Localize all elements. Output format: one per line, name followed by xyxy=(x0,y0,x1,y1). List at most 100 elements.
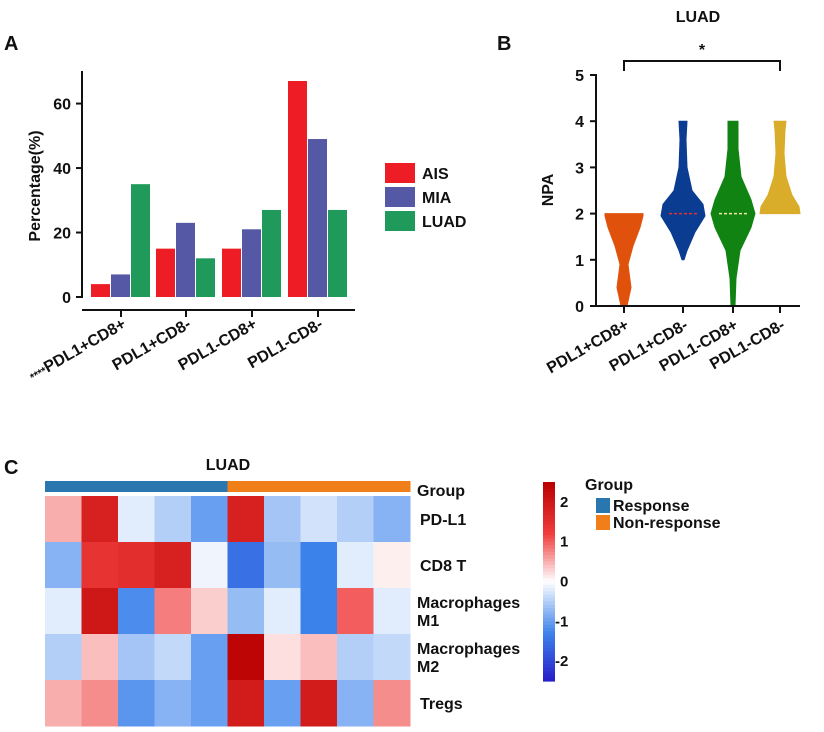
heatmap-cell-1-6 xyxy=(264,542,301,589)
heatmap-cell-1-7 xyxy=(300,542,338,589)
heatmap-cell-1-5 xyxy=(227,542,265,589)
colorbar-segment-2 xyxy=(543,488,555,493)
heatmap-row-label-2-a: Macrophages xyxy=(417,595,520,612)
violin-plot-y-axis-title: NPA xyxy=(540,173,557,206)
colorbar-segment-37 xyxy=(543,604,555,609)
heatmap-cell-4-4 xyxy=(191,680,228,727)
colorbar-segment-12 xyxy=(543,521,555,526)
legend-label-mia: MIA xyxy=(422,190,452,207)
bar-mia-1 xyxy=(176,222,195,297)
significance-bracket xyxy=(623,60,781,71)
bar-ais-0 xyxy=(91,284,110,297)
heatmap-cell-4-0 xyxy=(45,680,82,727)
colorbar-segment-9 xyxy=(543,511,555,516)
heatmap-row-label-2-b: M1 xyxy=(417,613,439,630)
colorbar-segment-48 xyxy=(543,641,555,646)
colorbar-segment-24 xyxy=(543,561,555,566)
heatmap-cell-2-1 xyxy=(81,588,119,635)
colorbar-segment-53 xyxy=(543,657,555,662)
heatmap-cell-0-5 xyxy=(227,496,265,543)
bar-mia-3 xyxy=(308,139,327,297)
colorbar-segment-23 xyxy=(543,558,555,563)
y-tick-label-60: 60 xyxy=(53,97,71,114)
group-legend-title: Group xyxy=(585,477,633,494)
group-annotation-cell-3 xyxy=(154,481,192,492)
heatmap-cell-3-4 xyxy=(191,634,228,681)
heatmap-cell-4-2 xyxy=(118,680,155,727)
group-annotation-cell-7 xyxy=(300,481,338,492)
heatmap-row-label-0: PD-L1 xyxy=(420,512,466,529)
colorbar-segment-57 xyxy=(543,671,555,675)
heatmap-cell-3-0 xyxy=(45,634,82,681)
heatmap-cell-1-9 xyxy=(373,542,411,589)
bar-luad-0 xyxy=(131,184,150,297)
heatmap-cell-0-4 xyxy=(191,496,228,543)
heatmap-cell-0-3 xyxy=(154,496,192,543)
colorbar-segment-27 xyxy=(543,571,555,576)
group-legend-label-1: Non-response xyxy=(613,515,721,532)
heatmap-cell-1-1 xyxy=(81,542,119,589)
colorbar-segment-6 xyxy=(543,501,555,506)
colorbar-segment-43 xyxy=(543,624,555,629)
heatmap-cell-2-9 xyxy=(373,588,411,635)
group-annotation-cell-6 xyxy=(264,481,301,492)
bar-luad-3 xyxy=(328,209,347,297)
colorbar-segment-8 xyxy=(543,508,555,513)
legend-swatch-luad xyxy=(385,211,415,231)
group-legend-swatch-1 xyxy=(596,515,610,530)
colorbar-segment-15 xyxy=(543,531,555,536)
colorbar-segment-55 xyxy=(543,664,555,669)
colorbar-segment-56 xyxy=(543,667,555,672)
heatmap-row-label-1: CD8 T xyxy=(420,558,466,575)
heatmap-cell-3-7 xyxy=(300,634,338,681)
heatmap-cells xyxy=(45,481,411,727)
bar-ais-3 xyxy=(288,81,307,297)
colorbar-segment-7 xyxy=(543,505,555,510)
significance-star: * xyxy=(699,42,706,59)
colorbar-segment-29 xyxy=(543,578,555,583)
colorbar-segment-30 xyxy=(543,581,555,586)
colorbar-segment-10 xyxy=(543,515,555,520)
colorbar-segment-34 xyxy=(543,594,555,599)
heatmap-colorbar: 2 1 0 -1 -2 xyxy=(543,482,568,682)
heatmap-cell-2-7 xyxy=(300,588,338,635)
panel-letter-c: C xyxy=(4,457,18,479)
colorbar-segment-0 xyxy=(543,482,555,486)
heatmap-cell-3-1 xyxy=(81,634,119,681)
colorbar-tick-0: 0 xyxy=(560,574,568,591)
violin-2 xyxy=(710,120,756,307)
heatmap-cell-0-0 xyxy=(45,496,82,543)
colorbar-tick--2: -2 xyxy=(555,653,568,670)
bar-mia-0 xyxy=(111,274,130,297)
heatmap-cell-0-6 xyxy=(264,496,301,543)
colorbar-segment-21 xyxy=(543,551,555,556)
heatmap-cell-3-9 xyxy=(373,634,411,681)
colorbar-segment-45 xyxy=(543,631,555,636)
colorbar-tick--1: -1 xyxy=(555,613,568,630)
colorbar-segment-49 xyxy=(543,644,555,649)
heatmap-cell-2-3 xyxy=(154,588,192,635)
group-annotation-cell-5 xyxy=(227,481,265,492)
heatmap-row-label-3-b: M2 xyxy=(417,659,439,676)
colorbar-segment-20 xyxy=(543,548,555,553)
heatmap-cell-2-6 xyxy=(264,588,301,635)
heatmap-cell-2-5 xyxy=(227,588,265,635)
y-tick-label-0: 0 xyxy=(62,290,71,307)
heatmap-title: LUAD xyxy=(206,457,250,474)
colorbar-segment-46 xyxy=(543,634,555,639)
group-legend-swatch-0 xyxy=(596,498,610,513)
colorbar-segment-42 xyxy=(543,621,555,626)
bar-ais-1 xyxy=(156,248,175,297)
group-annotation-cell-0 xyxy=(45,481,82,492)
bar-chart-panel-a: Percentage(%) 0204060****PDL1+CD8+PDL1+C… xyxy=(27,71,466,384)
panel-letter-b: B xyxy=(497,33,511,55)
violin-y-tick-label-4: 4 xyxy=(575,114,584,131)
group-annotation-cell-9 xyxy=(373,481,411,492)
colorbar-tick-2: 2 xyxy=(560,494,568,511)
legend-swatch-ais xyxy=(385,163,415,183)
colorbar-segment-35 xyxy=(543,598,555,602)
heatmap-cell-4-3 xyxy=(154,680,192,727)
